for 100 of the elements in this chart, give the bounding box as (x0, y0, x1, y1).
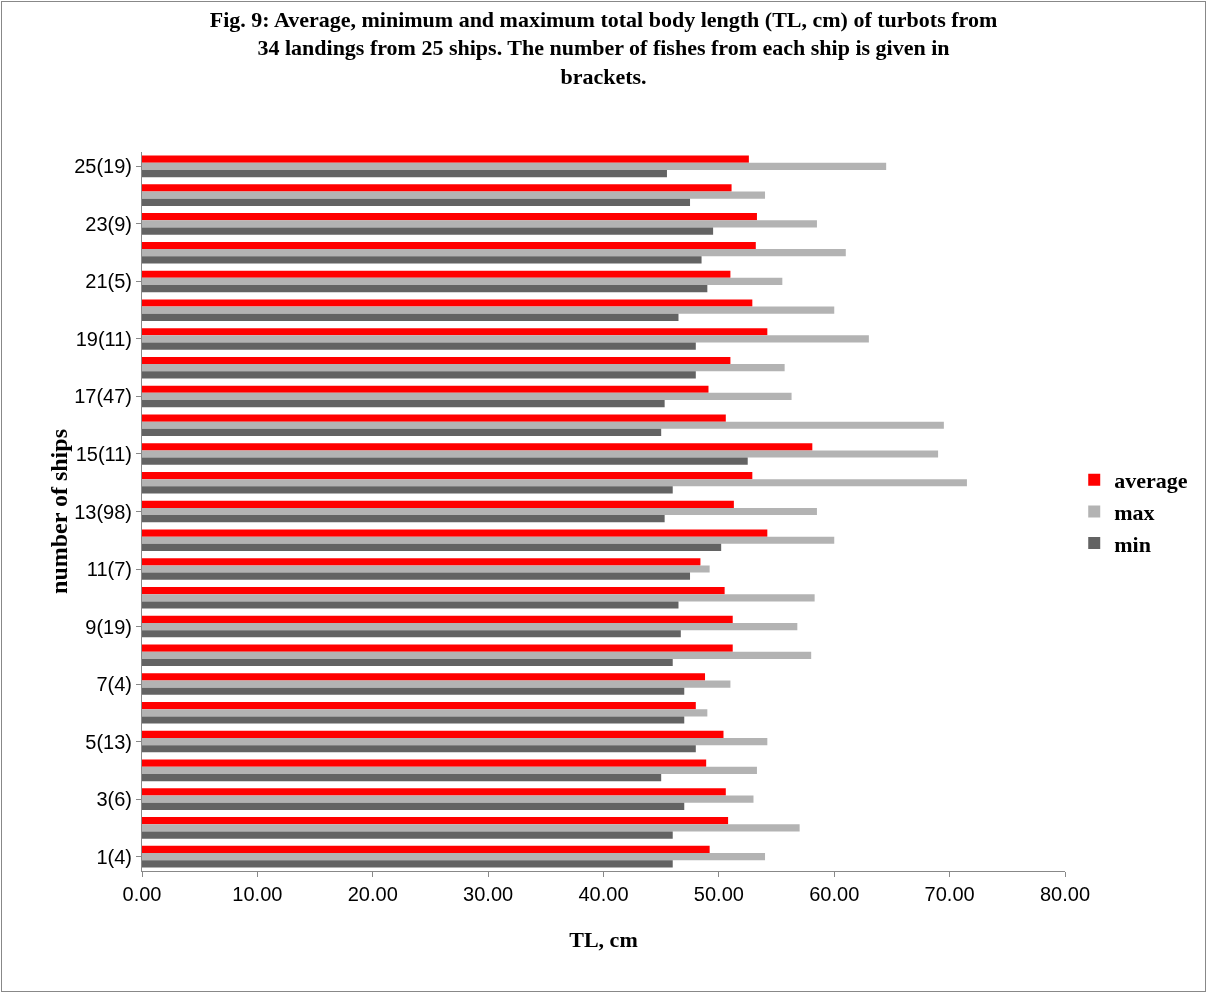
legend-label: max (1114, 499, 1155, 525)
x-tick-label: 0.00 (122, 883, 162, 905)
bar (142, 572, 691, 580)
y-tick-label: 17(47) (74, 385, 132, 408)
y-tick-label: 11(7) (86, 558, 132, 581)
bar (142, 328, 768, 336)
y-tick-label: 5(13) (85, 730, 132, 753)
bar (142, 213, 757, 221)
bar (142, 313, 679, 321)
bar (142, 795, 754, 803)
bar (142, 400, 665, 408)
y-axis-title: number of ships (46, 429, 73, 594)
bar (142, 853, 766, 861)
bar (142, 443, 813, 451)
bar (142, 306, 835, 314)
bar (142, 486, 673, 494)
bar (142, 169, 667, 178)
bar (142, 500, 734, 508)
bar (142, 270, 731, 278)
bar (142, 745, 696, 753)
bar (142, 759, 707, 767)
bar (142, 594, 815, 602)
y-tick-label: 25(19) (74, 155, 132, 178)
bar (142, 860, 673, 868)
bar (142, 277, 783, 286)
bar (142, 709, 708, 717)
bar (142, 601, 679, 609)
bar (142, 515, 665, 523)
bar (142, 471, 753, 480)
y-tick-label: 7(4) (96, 673, 132, 696)
y-tick-label: 1(4) (96, 845, 132, 868)
bar (142, 788, 726, 796)
bar (142, 651, 812, 659)
bar (142, 184, 732, 192)
bar (142, 256, 702, 264)
x-tick-label: 40.00 (578, 883, 629, 905)
chart-title: Fig. 9: Average, minimum and maximum total body length (TL, cm) of turbots from 34 landings from 25 ships. The number of fishes from each ship is given in brackets. (209, 6, 998, 89)
bar (142, 198, 691, 206)
bar (142, 587, 725, 595)
bar (142, 241, 756, 250)
bar (142, 773, 662, 782)
bar (142, 507, 817, 516)
bar (142, 335, 869, 343)
y-tick-label: 21(5) (85, 270, 132, 293)
bar (142, 615, 733, 623)
bar (142, 191, 766, 199)
bar (142, 356, 731, 365)
y-tick-label: 3(6) (96, 788, 132, 811)
bar (142, 766, 757, 774)
bar (142, 673, 706, 681)
y-tick-label: 23(9) (85, 212, 132, 235)
bar (142, 162, 887, 170)
bar (142, 687, 685, 695)
bar (142, 342, 696, 350)
bar (142, 479, 967, 487)
x-tick-label: 80.00 (1039, 883, 1091, 905)
x-tick-label: 60.00 (809, 883, 860, 905)
bar (142, 630, 681, 638)
bar (142, 414, 726, 422)
bar (142, 227, 714, 235)
bar (142, 702, 696, 710)
bar (142, 680, 731, 688)
bar (142, 364, 785, 372)
bar (142, 299, 753, 307)
bar (142, 450, 939, 458)
bar (142, 831, 673, 839)
y-tick-label: 13(98) (74, 500, 132, 523)
bar (142, 716, 685, 724)
bar (142, 155, 749, 163)
bar (142, 802, 685, 810)
bar (142, 817, 729, 825)
bar (142, 249, 846, 257)
bar (142, 421, 944, 429)
bar (142, 392, 792, 401)
bar (142, 737, 768, 746)
bar (142, 457, 748, 465)
y-tick-label: 15(11) (75, 442, 132, 465)
x-tick-label: 50.00 (693, 883, 744, 905)
x-tick-label: 10.00 (232, 883, 283, 905)
bar (142, 565, 710, 573)
bar (142, 543, 722, 552)
bar (142, 220, 817, 228)
bar (142, 428, 662, 437)
bar (142, 536, 835, 544)
bar (142, 658, 673, 667)
bar (142, 845, 710, 854)
bar (142, 730, 724, 738)
legend-label: average (1114, 468, 1188, 494)
bar (142, 558, 701, 566)
bar (142, 622, 798, 631)
bar (142, 824, 800, 832)
x-tick-label: 20.00 (347, 883, 398, 905)
bar (142, 644, 733, 652)
y-tick-label: 9(19) (85, 615, 132, 638)
x-tick-label: 30.00 (463, 883, 514, 905)
x-tick-label: 70.00 (924, 883, 975, 905)
bar (142, 285, 708, 293)
legend-label: min (1114, 531, 1151, 557)
y-tick-label: 19(11) (75, 327, 132, 350)
bar (142, 385, 709, 393)
